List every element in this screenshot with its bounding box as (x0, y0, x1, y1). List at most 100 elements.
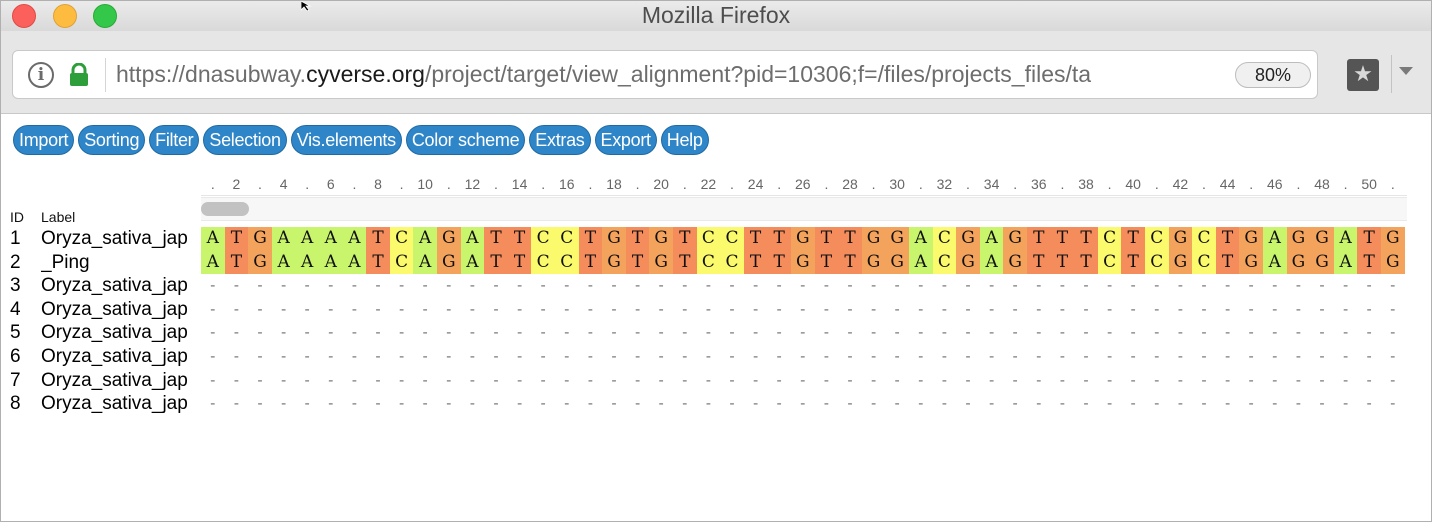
gap-cell: - (1388, 299, 1398, 318)
gap-cell: - (869, 370, 879, 389)
gap-cell: - (656, 299, 666, 318)
sequence-track[interactable]: ----------------------------------------… (201, 345, 1407, 369)
gap-cell: - (1246, 370, 1256, 389)
lock-icon[interactable] (68, 63, 90, 87)
gap-cell: - (467, 299, 477, 318)
sequence-label[interactable]: Oryza_sativa_jap (41, 369, 188, 391)
gap-cell: - (727, 346, 737, 365)
gap-cell: - (1105, 346, 1115, 365)
sequence-track[interactable]: ----------------------------------------… (201, 392, 1407, 416)
sequence-label[interactable]: _Ping (41, 251, 90, 273)
gap-cell: - (326, 299, 336, 318)
sequence-track[interactable]: ----------------------------------------… (201, 274, 1407, 298)
address-bar[interactable]: i https://dnasubway.cyverse.org/project/… (12, 50, 1318, 99)
sequence-row[interactable]: 8 Oryza_sativa_jap - - - - - - - - - - - - - - - - - - - - - - -… (1, 392, 1411, 416)
base-cell-g: G (861, 250, 886, 275)
gap-cell: - (1317, 323, 1327, 342)
menu-button-help[interactable]: Help (660, 125, 709, 155)
sequence-label[interactable]: Oryza_sativa_jap (41, 275, 188, 297)
gap-cell: - (703, 323, 713, 342)
gap-cell: - (420, 323, 430, 342)
sequence-row[interactable]: 3 Oryza_sativa_jap - - - - - - - - - - - - - - - - - - - - - - -… (1, 274, 1411, 298)
gap-cell: - (231, 299, 241, 318)
menu-button-filter[interactable]: Filter (149, 125, 200, 155)
menu-button-sorting[interactable]: Sorting (78, 125, 146, 155)
sequence-label[interactable]: Oryza_sativa_jap (41, 345, 188, 367)
gap-cell: - (1364, 276, 1374, 295)
gap-cell: - (963, 370, 973, 389)
gap-cell: - (1175, 346, 1185, 365)
minimize-window-button[interactable] (53, 4, 77, 28)
ruler-tick-label: 18 (606, 176, 622, 192)
url-text[interactable]: https://dnasubway.cyverse.org/project/ta… (116, 61, 1092, 87)
navigation-toolbar: i https://dnasubway.cyverse.org/project/… (1, 31, 1431, 114)
base-cell-t: T (1215, 227, 1240, 251)
gap-cell: - (538, 276, 548, 295)
maximize-window-button[interactable] (93, 4, 117, 28)
sequence-row[interactable]: 7 Oryza_sativa_jap - - - - - - - - - - - - - - - - - - - - - - -… (1, 369, 1411, 393)
horizontal-scrollbar[interactable] (201, 197, 1407, 221)
gap-cell: - (255, 299, 265, 318)
menu-button-vis-elements[interactable]: Vis.elements (290, 125, 402, 155)
base-cell-g: G (885, 227, 909, 251)
sequence-label[interactable]: Oryza_sativa_jap (41, 322, 188, 344)
sequence-track[interactable]: ----------------------------------------… (201, 369, 1407, 393)
sequence-label[interactable]: Oryza_sativa_jap (41, 298, 188, 320)
base-cell-g: G (885, 250, 909, 275)
gap-cell: - (1270, 370, 1280, 389)
zoom-level-button[interactable]: 80% (1235, 62, 1311, 88)
star-extension-icon[interactable]: ★ (1347, 59, 1379, 91)
sequence-label[interactable]: Oryza_sativa_jap (41, 393, 188, 415)
scrollbar-thumb[interactable] (201, 202, 249, 216)
sequence-row[interactable]: 6 Oryza_sativa_jap - - - - - - - - - - - - - - - - - - - - - - -… (1, 345, 1411, 369)
base-cell-t: T (767, 250, 791, 275)
gap-cell: - (515, 323, 525, 342)
sequence-label[interactable]: Oryza_sativa_jap (41, 228, 188, 249)
menu-button-selection[interactable]: Selection (203, 125, 287, 155)
close-window-button[interactable] (12, 4, 36, 28)
base-cell-g: G (1310, 250, 1334, 275)
ruler-dot: . (1296, 176, 1301, 192)
sequence-track[interactable]: ----------------------------------------… (201, 298, 1407, 322)
gap-cell: - (821, 394, 831, 413)
window-title: Mozilla Firefox (641, 2, 791, 28)
ruler-dot: . (682, 176, 687, 192)
gap-cell: - (845, 276, 855, 295)
info-icon[interactable]: i (28, 62, 54, 88)
toolbar-separator (1391, 55, 1392, 93)
chevron-down-icon[interactable] (1399, 67, 1413, 75)
gap-cell: - (373, 276, 383, 295)
menu-button-import[interactable]: Import (13, 125, 75, 155)
sequence-row[interactable]: 4 Oryza_sativa_jap - - - - - - - - - - - - - - - - - - - - - - -… (1, 298, 1411, 322)
base-cell-t: T (838, 227, 862, 251)
ruler-tick-label: 42 (1172, 176, 1189, 192)
gap-cell: - (1128, 323, 1138, 342)
gap-cell: - (1128, 394, 1138, 413)
ruler-dot: . (1202, 176, 1206, 192)
gap-cell: - (515, 299, 525, 318)
gap-cell: - (751, 346, 761, 365)
sequence-row[interactable]: 2 _Ping A T G A A A A T C A G A T T C C T G T G T C C T T G T T G G A C G A… (1, 250, 1411, 275)
gap-cell: - (279, 276, 289, 295)
gap-cell: - (491, 346, 501, 365)
sequence-row[interactable]: 5 Oryza_sativa_jap - - - - - - - - - - - - - - - - - - - - - - -… (1, 321, 1411, 345)
menu-button-extras[interactable]: Extras (529, 125, 591, 155)
gap-cell: - (1199, 276, 1209, 295)
ruler-tick-label: 50 (1361, 176, 1377, 192)
menu-button-export[interactable]: Export (594, 125, 657, 155)
sequence-row[interactable]: 1 Oryza_sativa_jap A T G A A A A T C A G A T T C C T G T G T C C… (1, 227, 1411, 251)
gap-cell: - (1293, 299, 1303, 318)
base-cell-c: C (1097, 250, 1122, 275)
sequence-track[interactable]: ----------------------------------------… (201, 321, 1407, 345)
ruler-tick-label: 26 (795, 176, 811, 192)
gap-cell: - (1128, 299, 1138, 318)
gap-cell: - (703, 370, 713, 389)
gap-cell: - (326, 323, 336, 342)
gap-cell: - (939, 276, 949, 295)
ruler-dot: . (305, 176, 310, 192)
gap-cell: - (916, 276, 926, 295)
gap-cell: - (373, 346, 383, 365)
menu-button-color-scheme[interactable]: Color scheme (405, 125, 526, 155)
